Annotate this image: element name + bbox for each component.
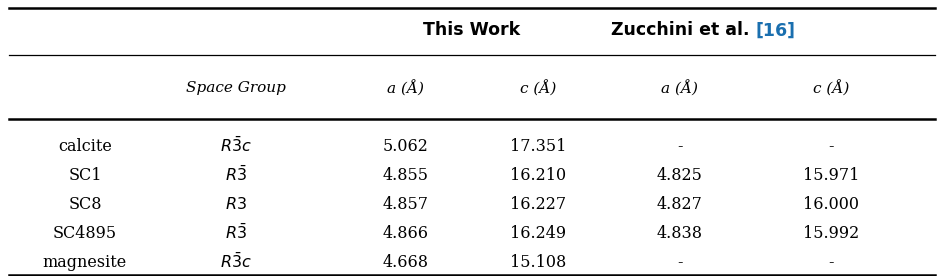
Text: -: - (828, 138, 834, 155)
Text: Zucchini et al.: Zucchini et al. (611, 21, 755, 39)
Text: 4.668: 4.668 (383, 254, 429, 271)
Text: -: - (677, 254, 683, 271)
Text: a (Å): a (Å) (661, 80, 699, 96)
Text: 15.992: 15.992 (802, 225, 859, 242)
Text: -: - (828, 254, 834, 271)
Text: $R\bar{3}$: $R\bar{3}$ (225, 224, 247, 243)
Text: calcite: calcite (58, 138, 112, 155)
Text: 16.000: 16.000 (802, 196, 859, 213)
Text: This Work: This Work (424, 21, 520, 39)
Text: 4.838: 4.838 (657, 225, 702, 242)
Text: 15.971: 15.971 (802, 167, 859, 184)
Text: magnesite: magnesite (42, 254, 127, 271)
Text: [16]: [16] (755, 21, 795, 39)
Text: $R\bar{3}c$: $R\bar{3}c$ (220, 253, 252, 272)
Text: a (Å): a (Å) (387, 80, 425, 96)
Text: c (Å): c (Å) (813, 80, 849, 96)
Text: 4.825: 4.825 (657, 167, 702, 184)
Text: -: - (677, 138, 683, 155)
Text: 16.210: 16.210 (510, 167, 566, 184)
Text: 4.827: 4.827 (657, 196, 702, 213)
Text: SC8: SC8 (68, 196, 102, 213)
Text: 15.108: 15.108 (510, 254, 566, 271)
Text: 16.227: 16.227 (510, 196, 566, 213)
Text: SC4895: SC4895 (53, 225, 117, 242)
Text: SC1: SC1 (68, 167, 102, 184)
Text: $R\bar{3}c$: $R\bar{3}c$ (220, 137, 252, 156)
Text: 4.857: 4.857 (383, 196, 429, 213)
Text: 17.351: 17.351 (510, 138, 566, 155)
Text: 4.855: 4.855 (383, 167, 429, 184)
Text: 5.062: 5.062 (383, 138, 429, 155)
Text: c (Å): c (Å) (520, 80, 556, 96)
Text: Space Group: Space Group (186, 81, 286, 95)
Text: 16.249: 16.249 (510, 225, 566, 242)
Text: 4.866: 4.866 (383, 225, 429, 242)
Text: $R3$: $R3$ (225, 196, 247, 213)
Text: $R\bar{3}$: $R\bar{3}$ (225, 166, 247, 185)
